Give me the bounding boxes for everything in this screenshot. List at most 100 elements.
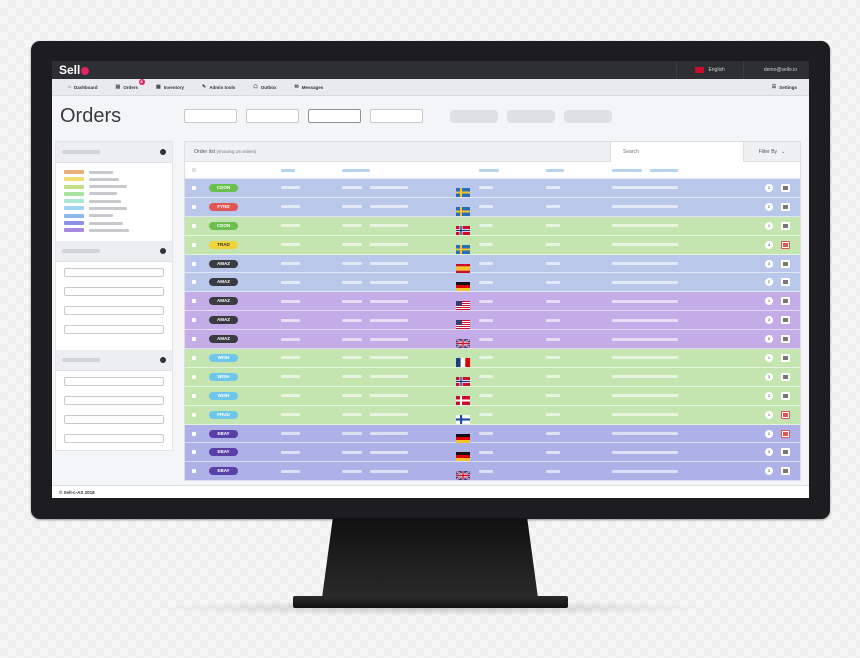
row-checkbox[interactable] [192, 280, 196, 285]
filter-field-3[interactable] [308, 109, 361, 123]
row-checkbox[interactable] [192, 242, 196, 247]
nav-item-dashboard[interactable]: ⌂ Dashboard [68, 84, 98, 90]
row-action-button[interactable] [781, 202, 790, 211]
column-header[interactable] [650, 168, 678, 172]
settings-link[interactable]: ☰ Settings [772, 84, 797, 90]
nav-item-orders[interactable]: ▤ Orders 8 [116, 79, 145, 90]
row-checkbox[interactable] [192, 204, 196, 209]
column-header[interactable] [612, 168, 642, 172]
order-row[interactable]: AMAZ 3 [185, 254, 800, 274]
row-action-button[interactable] [781, 410, 790, 419]
row-checkbox[interactable] [192, 355, 196, 360]
row-action-button[interactable] [781, 316, 790, 325]
row-action-button[interactable] [781, 240, 790, 249]
sidebar-section-header[interactable] [56, 240, 172, 262]
order-row[interactable]: AMAZ 5 [185, 330, 800, 350]
order-row[interactable]: AMAZ 3 [185, 311, 800, 331]
row-checkbox[interactable] [192, 374, 196, 379]
order-row[interactable]: CDON 2 [185, 179, 800, 198]
sidebar-input[interactable] [64, 267, 164, 277]
row-checkbox[interactable] [192, 337, 196, 342]
sidebar-input[interactable] [64, 414, 164, 424]
row-checkbox[interactable] [192, 261, 196, 266]
legend-item[interactable] [64, 198, 164, 204]
row-checkbox[interactable] [192, 318, 196, 323]
column-header[interactable] [546, 168, 564, 172]
sidebar-input[interactable] [64, 305, 164, 315]
legend-item[interactable] [64, 191, 164, 197]
row-checkbox[interactable] [192, 412, 196, 417]
filter-by-dropdown[interactable]: Filter By ⌄ [744, 149, 800, 155]
row-action-button[interactable] [781, 467, 790, 476]
nav-item-inventory[interactable]: ▦ Inventory [156, 84, 184, 90]
row-action-button[interactable] [781, 297, 790, 306]
row-action-button[interactable] [781, 448, 790, 457]
order-row[interactable]: WISH 2 [185, 386, 800, 406]
country-flag-uk-icon [455, 335, 471, 349]
order-row[interactable]: FRUU 1 [185, 405, 800, 425]
filter-button-2[interactable] [507, 110, 555, 123]
row-action-button[interactable] [781, 278, 790, 287]
app-logo[interactable]: Sell [59, 63, 90, 77]
language-selector[interactable]: English [676, 61, 742, 79]
legend-item[interactable] [64, 184, 164, 190]
filter-button-3[interactable] [564, 110, 612, 123]
row-action-button[interactable] [781, 353, 790, 362]
sidebar-input[interactable] [64, 395, 164, 405]
row-checkbox[interactable] [192, 185, 196, 190]
row-action-button[interactable] [781, 335, 790, 344]
filter-field-1[interactable] [184, 109, 237, 123]
sidebar-section-header[interactable] [56, 142, 172, 163]
legend-item[interactable] [64, 220, 164, 226]
nav-item-admin-tools[interactable]: ✎ Admin tools [202, 84, 235, 90]
sidebar-input[interactable] [64, 433, 164, 443]
row-checkbox[interactable] [192, 469, 196, 474]
order-row[interactable]: WISH 3 [185, 367, 800, 387]
order-row[interactable]: AMAZ 1 [185, 292, 800, 312]
country-flag-us-icon [456, 297, 470, 311]
order-row[interactable]: CDON 1 [185, 216, 800, 236]
legend-item[interactable] [64, 227, 164, 233]
row-checkbox[interactable] [192, 450, 196, 455]
row-action-button[interactable] [781, 429, 790, 438]
order-row[interactable]: FYND 2 [185, 197, 800, 217]
toggle-dot-icon[interactable] [160, 356, 166, 363]
order-row[interactable]: EBAY 3 [185, 443, 800, 463]
sidebar-input[interactable] [64, 376, 164, 386]
search-input[interactable]: Search [610, 141, 744, 162]
sidebar-input[interactable] [64, 286, 164, 296]
filter-field-2[interactable] [246, 109, 299, 123]
row-action-button[interactable] [781, 391, 790, 400]
row-checkbox[interactable] [192, 223, 196, 228]
sidebar-input[interactable] [64, 324, 164, 334]
row-checkbox[interactable] [192, 299, 196, 304]
legend-item[interactable] [64, 176, 164, 182]
order-row[interactable]: EBAY 2 [185, 424, 800, 444]
cell-placeholder [546, 432, 560, 436]
select-all-checkbox[interactable] [192, 168, 196, 172]
sidebar-section-header[interactable] [56, 349, 172, 371]
legend-item[interactable] [64, 213, 164, 219]
row-action-button[interactable] [781, 183, 790, 192]
nav-item-messages[interactable]: ✉ Messages [294, 84, 323, 90]
column-header[interactable] [342, 168, 370, 172]
order-row[interactable]: WISH 1 [185, 349, 800, 368]
legend-item[interactable] [64, 169, 164, 175]
column-header[interactable] [281, 168, 295, 172]
toggle-dot-icon[interactable] [160, 149, 166, 155]
nav-item-outbox[interactable]: ☖ Outbox [253, 84, 276, 90]
row-checkbox[interactable] [192, 431, 196, 436]
row-action-button[interactable] [781, 259, 790, 268]
column-header[interactable] [479, 168, 499, 172]
row-action-button[interactable] [781, 372, 790, 381]
row-checkbox[interactable] [192, 393, 196, 398]
filter-button-1[interactable] [450, 110, 498, 123]
legend-item[interactable] [64, 205, 164, 211]
order-row[interactable]: EBAY 3 [185, 462, 800, 482]
user-menu[interactable]: demo@sello.io [742, 61, 809, 79]
filter-field-4[interactable] [370, 109, 423, 123]
order-row[interactable]: AMAZ 2 [185, 273, 800, 293]
row-action-button[interactable] [781, 221, 790, 230]
toggle-dot-icon[interactable] [160, 247, 166, 254]
order-row[interactable]: TRAD 4 [185, 235, 800, 255]
